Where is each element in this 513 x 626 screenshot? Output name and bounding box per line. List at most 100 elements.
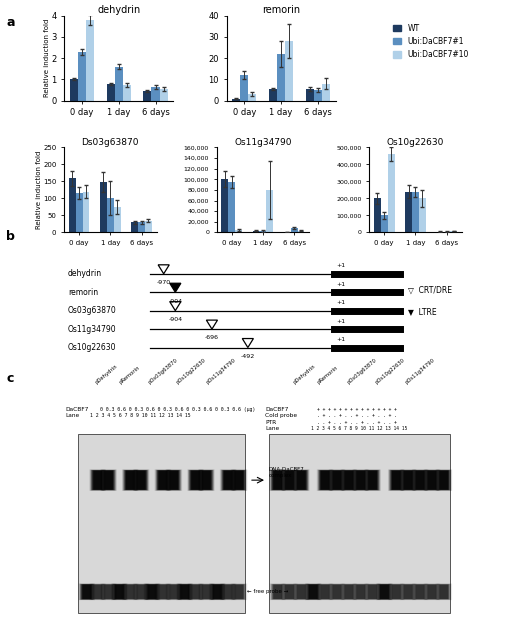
FancyBboxPatch shape: [201, 470, 211, 490]
FancyBboxPatch shape: [293, 470, 310, 491]
FancyBboxPatch shape: [270, 470, 285, 491]
FancyBboxPatch shape: [284, 585, 294, 599]
FancyBboxPatch shape: [416, 585, 424, 599]
FancyBboxPatch shape: [201, 585, 211, 599]
FancyBboxPatch shape: [389, 584, 403, 600]
Text: b: b: [6, 230, 15, 243]
Text: PTR: PTR: [265, 419, 276, 424]
FancyBboxPatch shape: [376, 583, 393, 600]
FancyBboxPatch shape: [113, 584, 126, 600]
FancyBboxPatch shape: [424, 470, 440, 491]
FancyBboxPatch shape: [155, 583, 170, 600]
FancyBboxPatch shape: [284, 470, 294, 490]
FancyBboxPatch shape: [377, 583, 392, 600]
FancyBboxPatch shape: [426, 470, 438, 490]
Text: -904: -904: [168, 299, 183, 304]
Text: +1: +1: [337, 282, 346, 287]
FancyBboxPatch shape: [344, 585, 354, 599]
FancyBboxPatch shape: [198, 583, 215, 600]
FancyBboxPatch shape: [180, 585, 189, 599]
FancyBboxPatch shape: [402, 470, 415, 490]
Text: pRemorin: pRemorin: [118, 364, 141, 385]
FancyBboxPatch shape: [378, 584, 391, 600]
Text: +1: +1: [337, 337, 346, 342]
FancyBboxPatch shape: [294, 470, 309, 491]
Text: +1: +1: [337, 264, 346, 269]
FancyBboxPatch shape: [403, 585, 413, 599]
FancyBboxPatch shape: [133, 470, 149, 491]
FancyBboxPatch shape: [413, 470, 427, 490]
FancyBboxPatch shape: [168, 584, 180, 600]
FancyBboxPatch shape: [380, 585, 389, 599]
FancyBboxPatch shape: [282, 470, 297, 491]
FancyBboxPatch shape: [157, 584, 169, 600]
FancyBboxPatch shape: [438, 584, 450, 600]
FancyBboxPatch shape: [401, 470, 416, 491]
FancyBboxPatch shape: [317, 583, 333, 600]
Text: Cold probe: Cold probe: [265, 413, 297, 418]
FancyBboxPatch shape: [104, 471, 113, 490]
FancyBboxPatch shape: [134, 470, 148, 490]
FancyBboxPatch shape: [388, 470, 405, 491]
FancyBboxPatch shape: [318, 583, 332, 600]
FancyBboxPatch shape: [166, 583, 182, 600]
FancyBboxPatch shape: [297, 471, 306, 490]
FancyBboxPatch shape: [159, 471, 167, 490]
Bar: [151, 87, 160, 101]
FancyBboxPatch shape: [440, 471, 448, 490]
FancyBboxPatch shape: [437, 470, 450, 490]
Bar: [78, 52, 86, 101]
FancyBboxPatch shape: [329, 583, 345, 600]
Title: Os10g22630: Os10g22630: [387, 138, 444, 146]
FancyBboxPatch shape: [392, 471, 401, 490]
FancyBboxPatch shape: [416, 471, 424, 490]
FancyBboxPatch shape: [364, 583, 381, 600]
FancyBboxPatch shape: [297, 585, 306, 599]
FancyBboxPatch shape: [320, 585, 330, 599]
FancyBboxPatch shape: [169, 585, 179, 599]
FancyBboxPatch shape: [169, 471, 178, 490]
FancyBboxPatch shape: [436, 583, 452, 600]
FancyBboxPatch shape: [136, 470, 146, 490]
Y-axis label: Relative induction fold: Relative induction fold: [44, 19, 50, 98]
FancyBboxPatch shape: [80, 584, 93, 600]
FancyBboxPatch shape: [178, 584, 191, 600]
FancyBboxPatch shape: [270, 583, 285, 600]
FancyBboxPatch shape: [78, 583, 95, 600]
Text: 1 2 3 4 5 6 7 8 9 10 11 12 13 14 15: 1 2 3 4 5 6 7 8 9 10 11 12 13 14 15: [310, 426, 407, 431]
FancyBboxPatch shape: [400, 583, 417, 600]
FancyBboxPatch shape: [356, 585, 366, 599]
Text: pOs10g22630: pOs10g22630: [175, 357, 207, 385]
FancyBboxPatch shape: [180, 585, 190, 599]
FancyBboxPatch shape: [78, 434, 245, 613]
Bar: [388, 154, 394, 232]
FancyBboxPatch shape: [352, 470, 369, 491]
FancyBboxPatch shape: [89, 470, 106, 491]
FancyBboxPatch shape: [91, 470, 105, 490]
FancyBboxPatch shape: [103, 470, 114, 490]
FancyBboxPatch shape: [155, 470, 170, 491]
FancyBboxPatch shape: [232, 584, 246, 600]
FancyBboxPatch shape: [169, 470, 179, 490]
FancyBboxPatch shape: [414, 584, 426, 600]
FancyBboxPatch shape: [222, 584, 234, 600]
FancyBboxPatch shape: [318, 470, 332, 491]
FancyBboxPatch shape: [223, 470, 233, 490]
FancyBboxPatch shape: [200, 584, 213, 600]
FancyBboxPatch shape: [352, 583, 369, 600]
FancyBboxPatch shape: [404, 471, 412, 490]
FancyBboxPatch shape: [202, 585, 211, 599]
FancyBboxPatch shape: [189, 584, 202, 600]
FancyBboxPatch shape: [126, 471, 135, 490]
FancyBboxPatch shape: [392, 585, 401, 599]
FancyBboxPatch shape: [309, 585, 318, 599]
FancyBboxPatch shape: [82, 585, 92, 599]
FancyBboxPatch shape: [104, 585, 114, 599]
Bar: [291, 228, 298, 232]
Text: -696: -696: [205, 336, 219, 341]
FancyBboxPatch shape: [124, 470, 136, 490]
Bar: [419, 198, 426, 232]
FancyBboxPatch shape: [179, 584, 191, 600]
FancyBboxPatch shape: [201, 584, 212, 600]
FancyBboxPatch shape: [190, 470, 202, 490]
